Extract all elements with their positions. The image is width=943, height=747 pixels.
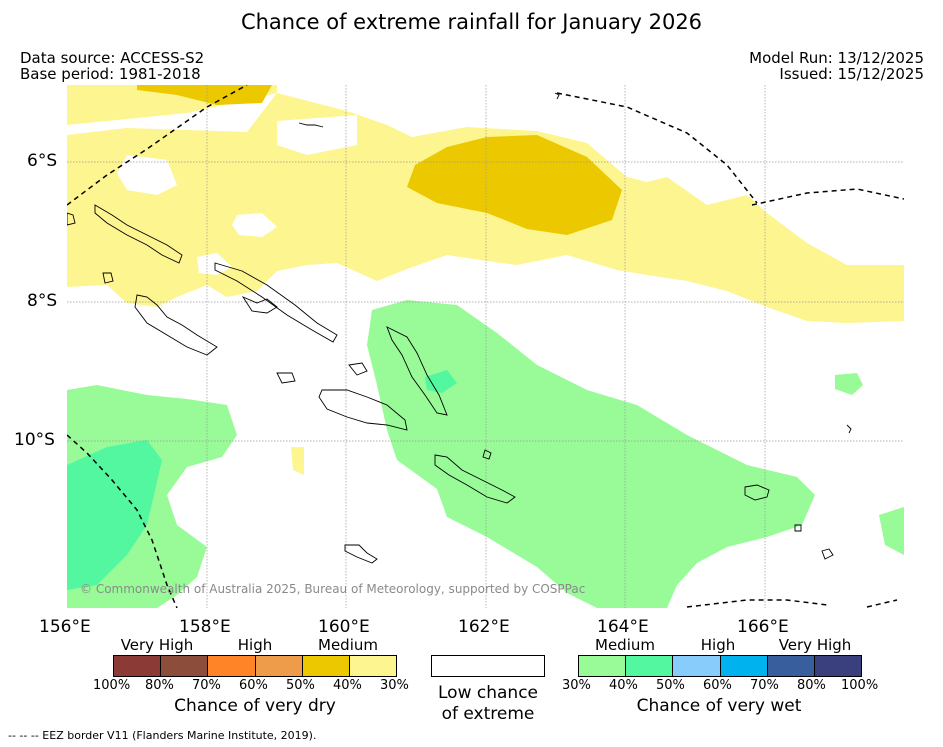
- model-run: Model Run: 13/12/2025: [749, 49, 924, 67]
- dry-swatch-30-40: [349, 656, 397, 676]
- neutral-legend: Low chance of extreme: [431, 655, 545, 725]
- issued-date: Issued: 15/12/2025: [779, 65, 924, 83]
- bougainville-coast: [94, 204, 183, 264]
- shortland-islands: [67, 212, 76, 226]
- lon-label-158e: 158°E: [179, 617, 231, 637]
- dry-tick-30: 30%: [380, 678, 409, 693]
- neutral-hole-1: [117, 155, 177, 195]
- wet-tick-30: 30%: [562, 678, 591, 693]
- neutral-line-2: of extreme: [441, 704, 535, 724]
- dry-medium-high-top: [137, 85, 272, 105]
- dry-swatch-40-50: [302, 656, 350, 676]
- dry-small-patch: [291, 447, 304, 475]
- wet-swatch-70-80: [767, 656, 815, 676]
- wet-legend-title: Chance of very wet: [636, 696, 802, 716]
- dry-tick-80: 80%: [145, 678, 174, 693]
- santa-cruz-small: [794, 524, 802, 532]
- neutral-hole-4: [277, 115, 357, 155]
- guadalcanal-coast: [318, 389, 408, 431]
- wet-tick-70: 70%: [750, 678, 779, 693]
- rainfall-map[interactable]: © Commonwealth of Australia 2025, Bureau…: [67, 85, 904, 608]
- eez-footnote: -- -- -- EEZ border V11 (Flanders Marine…: [8, 729, 317, 742]
- data-source: Data source: ACCESS-S2: [20, 49, 205, 67]
- dry-tick-50: 50%: [286, 678, 315, 693]
- wet-cat-very-high: Very High: [778, 636, 852, 654]
- copyright-notice: © Commonwealth of Australia 2025, Bureau…: [80, 582, 586, 596]
- makira-coast: [434, 454, 516, 504]
- dry-legend-title: Chance of very dry: [174, 696, 336, 716]
- eez-borders: [67, 85, 904, 608]
- wet-medium-east-edge: [879, 507, 904, 555]
- run-info: Model Run: 13/12/2025 Issued: 15/12/2025: [749, 50, 924, 82]
- lon-label-164e: 164°E: [597, 617, 649, 637]
- wet-tick-60: 60%: [703, 678, 732, 693]
- dry-tick-40: 40%: [333, 678, 362, 693]
- sikaiana: [554, 92, 560, 100]
- coastlines: [67, 92, 852, 564]
- neutral-line-1: Low chance: [438, 683, 538, 703]
- dry-tick-60: 60%: [239, 678, 268, 693]
- lat-label-8s: 8°S: [27, 291, 58, 311]
- russell-islands: [276, 372, 296, 384]
- dry-swatch-60-70: [208, 656, 256, 676]
- dry-tick-100: 100%: [93, 678, 131, 693]
- wet-tick-40: 40%: [609, 678, 638, 693]
- wet-high-west: [67, 440, 162, 590]
- wet-tick-50: 50%: [656, 678, 685, 693]
- choiseul-coast: [214, 262, 338, 343]
- base-period: Base period: 1981-2018: [20, 65, 201, 83]
- wet-cat-high: High: [700, 636, 736, 654]
- lon-label-156e: 156°E: [39, 617, 91, 637]
- wet-swatch-80-100: [814, 656, 862, 676]
- wet-swatch-40-50: [626, 656, 674, 676]
- tikopia: [846, 424, 852, 434]
- wet-swatch-50-60: [673, 656, 721, 676]
- wet-tick-80: 80%: [797, 678, 826, 693]
- ontong-java: [298, 122, 324, 128]
- treasury-islands: [102, 272, 114, 284]
- lon-label-162e: 162°E: [458, 617, 510, 637]
- dry-legend: Very High High Medium 100% 80% 70% 60% 5…: [93, 636, 417, 716]
- map-title: Chance of extreme rainfall for January 2…: [240, 10, 703, 34]
- wet-colorbar: [578, 655, 862, 677]
- dry-colorbar: [113, 655, 397, 677]
- wet-high-island: [425, 370, 457, 393]
- lat-label-10s: 10°S: [14, 430, 55, 450]
- malaita-coast: [386, 326, 448, 416]
- florida-islands: [348, 362, 368, 376]
- dry-swatch-80-100: [114, 656, 162, 676]
- neutral-hole-2: [232, 213, 277, 237]
- graticule: [67, 85, 904, 608]
- wet-tick-100: 100%: [841, 678, 879, 693]
- wet-cat-medium: Medium: [595, 636, 655, 654]
- wet-legend: Medium High Very High 30% 40% 50% 60% 70…: [560, 636, 884, 716]
- dry-cat-very-high: Very High: [120, 636, 194, 654]
- dry-medium-high-region: [407, 135, 622, 235]
- dry-tick-70: 70%: [192, 678, 221, 693]
- wet-medium-east: [367, 300, 815, 608]
- isabel-coast: [241, 296, 278, 314]
- lat-label-6s: 6°S: [27, 151, 58, 171]
- source-info: Data source: ACCESS-S2 Base period: 1981…: [20, 50, 204, 82]
- dry-swatch-70-80: [161, 656, 209, 676]
- new-georgia-coast: [134, 294, 218, 356]
- uki-island: [482, 449, 492, 460]
- dry-swatch-50-60: [255, 656, 303, 676]
- lon-label-166e: 166°E: [737, 617, 789, 637]
- neutral-hole-3: [197, 253, 232, 275]
- temotu-coast: [744, 484, 770, 501]
- rennell-coast: [344, 544, 378, 564]
- lon-label-160e: 160°E: [318, 617, 370, 637]
- map-canvas: [67, 85, 904, 608]
- neutral-swatch: [431, 655, 545, 677]
- wet-swatch-60-70: [720, 656, 768, 676]
- torres-islands: [821, 548, 834, 560]
- wet-swatch-30-40: [579, 656, 627, 676]
- dry-cat-medium: Medium: [318, 636, 378, 654]
- dry-cat-high: High: [237, 636, 273, 654]
- wet-medium-blob: [835, 373, 863, 395]
